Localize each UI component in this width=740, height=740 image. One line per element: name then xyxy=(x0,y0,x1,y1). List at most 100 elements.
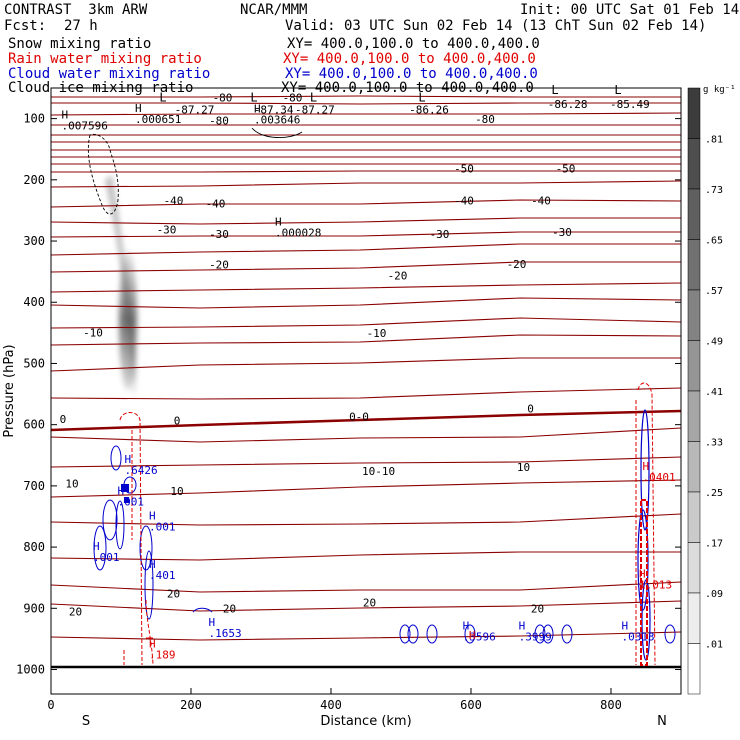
y-tick-label: 800 xyxy=(23,540,45,554)
cloud-ice-max-value: .000028 xyxy=(275,227,321,240)
isotherm-label: -40 xyxy=(454,194,474,207)
low-marker: L xyxy=(418,90,425,104)
low-marker: L xyxy=(250,90,257,104)
isotherm-line xyxy=(50,513,682,526)
cloud-ice-contour xyxy=(251,127,303,138)
isotherm-label: 20 xyxy=(531,603,544,616)
isotherm-label: -80 xyxy=(213,91,233,104)
isotherm-line xyxy=(50,199,682,208)
isotherm-line xyxy=(50,243,681,256)
cloud-water-max-value: .001 xyxy=(149,521,176,534)
y-tick-label: 1000 xyxy=(16,663,45,677)
field-name-rain: Rain water mixing ratio xyxy=(8,51,202,67)
colorbar-label: .57 xyxy=(705,286,723,297)
isotherm-line xyxy=(50,261,681,273)
low-marker: L xyxy=(614,83,621,97)
cloud-water-contour xyxy=(115,500,125,550)
high-marker: H xyxy=(149,510,156,523)
field-name-snow: Snow mixing ratio xyxy=(8,36,152,52)
high-marker: H xyxy=(149,558,156,571)
colorbar-label: .41 xyxy=(705,387,723,398)
isotherm-line xyxy=(50,631,682,641)
isotherm-label: -80 xyxy=(209,115,229,128)
isotherm-label: -40 xyxy=(206,197,226,210)
cloud-water-max-value: .6426 xyxy=(125,464,158,477)
temperature-low-value: -86.28 xyxy=(548,98,588,111)
isotherm-label: 20 xyxy=(363,596,376,609)
y-tick-label: 300 xyxy=(23,234,45,248)
low-marker: L xyxy=(310,90,317,104)
colorbar-unit: g kg⁻¹ xyxy=(703,85,736,95)
high-marker: H xyxy=(643,460,650,473)
x-tick-label: 800 xyxy=(600,698,622,712)
colorbar-swatch xyxy=(687,491,701,543)
isotherm-line xyxy=(50,297,682,309)
cloud-water-max-value: .3999 xyxy=(519,631,552,644)
temperature-low-value: -87.27 xyxy=(295,104,335,117)
colorbar-label: .01 xyxy=(705,640,723,651)
isotherm-label: 20 xyxy=(69,606,82,619)
colorbar-label: .81 xyxy=(705,135,723,146)
cloud-water-maximum xyxy=(124,497,129,503)
south-end-label: S xyxy=(82,714,90,729)
colorbar-label: .73 xyxy=(705,185,723,196)
isotherm-label: 20 xyxy=(223,603,236,616)
isotherm-line xyxy=(50,231,681,238)
colorbar-swatch xyxy=(687,592,701,644)
high-marker: H xyxy=(118,484,125,497)
rain-maximum-column xyxy=(640,499,648,666)
cloud-water-contour xyxy=(399,624,411,644)
isotherm-label: 10 xyxy=(170,485,183,498)
y-tick-label: 900 xyxy=(23,601,45,615)
cloud-ice-contour xyxy=(87,133,119,215)
cloud-water-contour xyxy=(139,525,153,571)
high-marker: H xyxy=(463,620,470,633)
isotherm-line xyxy=(50,112,682,116)
cloud-water-contour xyxy=(144,550,154,620)
colorbar-swatch xyxy=(687,340,701,392)
colorbar-label: .33 xyxy=(705,438,723,449)
isotherm-label: -10 xyxy=(83,327,103,340)
isotherm-label: -80 xyxy=(475,113,495,126)
cloud-water-max-value: .001 xyxy=(118,495,145,508)
cloud-water-contour xyxy=(110,445,122,471)
low-marker: L xyxy=(159,90,166,104)
rain-contour xyxy=(131,430,154,666)
isotherm-label: -30 xyxy=(430,228,450,241)
isotherm-label: 0 xyxy=(174,415,181,428)
y-tick-label: 100 xyxy=(23,112,45,126)
y-tick-label: 400 xyxy=(23,295,45,309)
snow-plume-core xyxy=(119,250,137,390)
isotherm-label: -30 xyxy=(552,226,572,239)
colorbar-swatch xyxy=(687,138,701,190)
temperature-low-value: -87.27 xyxy=(175,104,215,117)
isotherm-line xyxy=(50,282,682,293)
isotherm-line xyxy=(50,357,681,372)
isotherm-label: -20 xyxy=(507,258,527,271)
header-fcst-label: Fcst: xyxy=(4,18,47,34)
field-xy-rain: XY= 400.0,100.0 to 400.0,400.0 xyxy=(283,51,536,67)
isotherm-line xyxy=(50,409,682,432)
colorbar-label: .17 xyxy=(705,539,723,550)
cloud-water-contour xyxy=(464,624,476,644)
cloud-water-contour xyxy=(192,607,213,613)
colorbar-label: .65 xyxy=(705,236,723,247)
colorbar-swatch xyxy=(687,441,701,493)
cloud-water-contour xyxy=(93,525,107,571)
cloud-ice-max-value: .003646 xyxy=(254,114,300,127)
isotherm-label: 20 xyxy=(167,587,180,600)
temperature-low-value: -86.26 xyxy=(409,104,449,117)
low-marker: L xyxy=(551,83,558,97)
high-marker: H xyxy=(209,616,216,629)
plot-frame xyxy=(50,87,682,695)
colorbar-swatch xyxy=(687,542,701,594)
high-marker: H xyxy=(622,620,629,633)
isotherm-line xyxy=(50,581,682,593)
y-tick-label: 700 xyxy=(23,479,45,493)
x-tick-label: 400 xyxy=(320,698,342,712)
isotherm-line xyxy=(50,217,681,225)
isotherm-label: 10 xyxy=(65,478,78,491)
isotherm-line xyxy=(50,427,682,443)
header-fcst-value: 27 h xyxy=(64,18,98,34)
